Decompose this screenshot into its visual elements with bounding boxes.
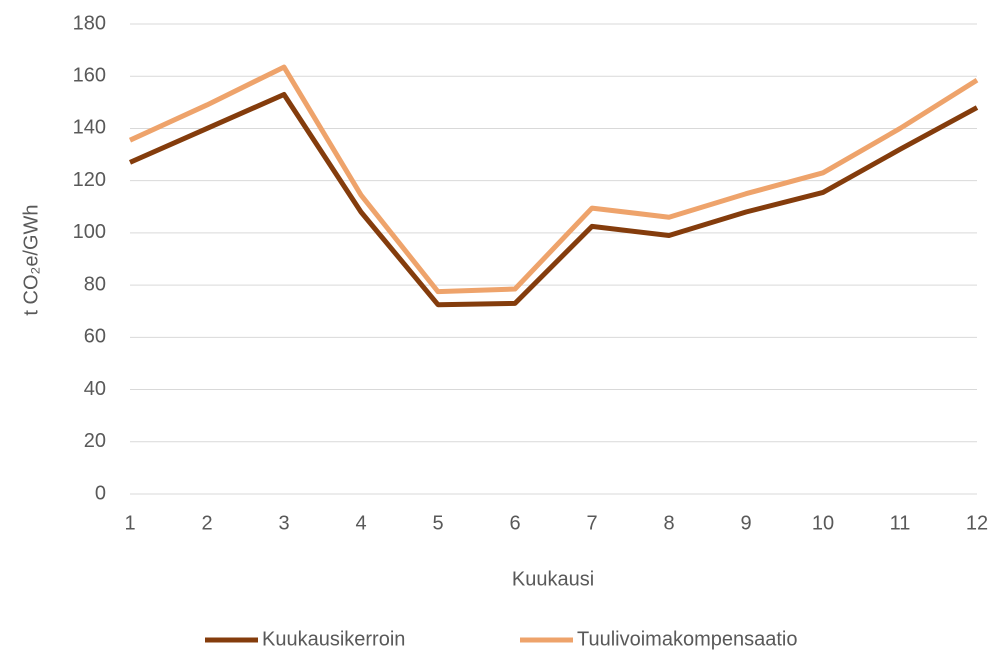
y-tick-label: 180 xyxy=(73,12,106,34)
y-tick-label: 80 xyxy=(84,273,106,295)
y-tick-label: 60 xyxy=(84,326,106,348)
x-tick-label: 11 xyxy=(890,512,911,534)
y-tick-label: 0 xyxy=(95,482,106,504)
x-tick-label: 2 xyxy=(201,512,212,534)
x-tick-label: 8 xyxy=(663,512,674,534)
y-tick-label: 100 xyxy=(73,221,106,243)
x-tick-label: 3 xyxy=(278,512,289,534)
legend-label: Tuulivoimakompensaatio xyxy=(577,628,797,650)
y-tick-label: 120 xyxy=(73,169,106,191)
x-tick-label: 5 xyxy=(432,512,443,534)
x-tick-label: 1 xyxy=(124,512,135,534)
y-tick-label: 40 xyxy=(84,378,106,400)
y-axis-label: t CO₂e/GWh xyxy=(20,204,42,315)
x-tick-label: 6 xyxy=(509,512,520,534)
line-series xyxy=(128,92,979,308)
x-tick-label: 12 xyxy=(966,512,988,534)
y-tick-label: 160 xyxy=(73,65,106,87)
legend-label: Kuukausikerroin xyxy=(262,628,405,650)
x-tick-label: 10 xyxy=(812,512,834,534)
x-tick-label: 7 xyxy=(586,512,597,534)
x-tick-label: 4 xyxy=(355,512,366,534)
y-tick-label: 20 xyxy=(84,430,106,452)
x-axis-label: Kuukausi xyxy=(512,568,594,590)
line-series xyxy=(128,64,979,295)
x-tick-label: 9 xyxy=(740,512,751,534)
y-tick-label: 140 xyxy=(73,117,106,139)
